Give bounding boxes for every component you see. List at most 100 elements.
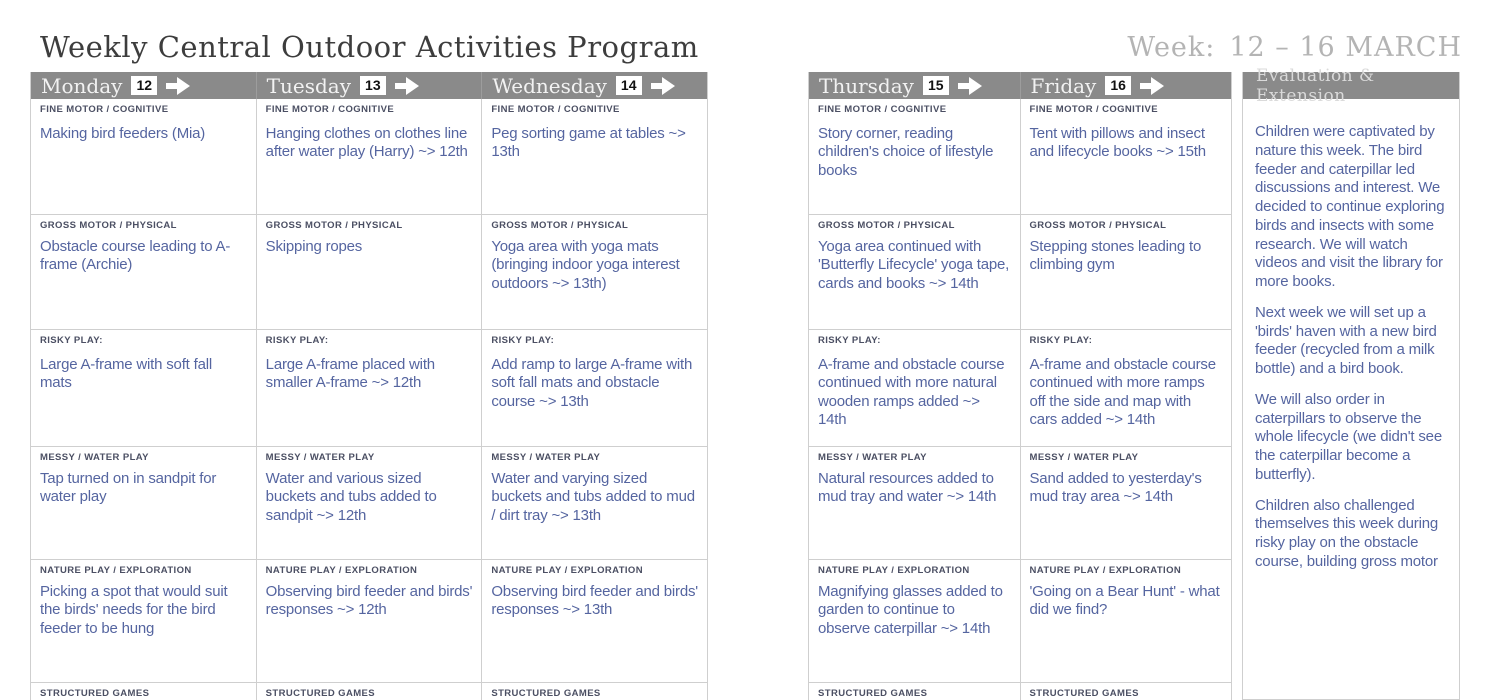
category-label: STRUCTURED GAMES — [818, 688, 928, 699]
day-column-tuesday: Tuesday 13 FINE MOTOR / COGNITIVE Hangin… — [255, 72, 482, 700]
cell-thursday-structured-games: STRUCTURED GAMES Parachute play continue… — [809, 683, 1020, 700]
category-label: NATURE PLAY / EXPLORATION — [818, 565, 970, 576]
category-label: NATURE PLAY / EXPLORATION — [40, 565, 192, 576]
cell-thursday-messy-water: MESSY / WATER PLAY Natural resources add… — [809, 447, 1020, 560]
week-label: Week: — [1127, 32, 1216, 63]
cell-wednesday-gross-motor: GROSS MOTOR / PHYSICAL Yoga area with yo… — [482, 215, 708, 330]
date-badge: 13 — [360, 76, 386, 95]
activity-text: 'Going on a Bear Hunt' - what did we fin… — [1029, 583, 1220, 619]
right-arrow-icon — [394, 76, 420, 95]
right-arrow-icon — [1139, 76, 1165, 95]
category-label: MESSY / WATER PLAY — [491, 452, 601, 463]
day-name: Thursday — [819, 73, 914, 98]
category-label: GROSS MOTOR / PHYSICAL — [265, 220, 403, 231]
activity-text: Hanging clothes on clothes line after wa… — [265, 125, 468, 161]
activity-text: A-frame and obstacle course continued wi… — [818, 356, 1005, 428]
activity-text: Natural resources added to mud tray and … — [818, 470, 997, 506]
category-label: MESSY / WATER PLAY — [265, 452, 375, 463]
date-badge: 12 — [131, 76, 158, 95]
cell-tuesday-fine-motor: FINE MOTOR / COGNITIVE Hanging clothes o… — [256, 99, 482, 215]
cell-wednesday-nature-play: NATURE PLAY / EXPLORATION Observing bird… — [482, 560, 708, 683]
right-arrow-icon — [650, 76, 676, 95]
day-column-thursday: Thursday 15 FINE MOTOR / COGNITIVE Story… — [809, 72, 1020, 700]
category-label: GROSS MOTOR / PHYSICAL — [491, 220, 629, 231]
cell-tuesday-gross-motor: GROSS MOTOR / PHYSICAL Skipping ropes — [256, 215, 482, 330]
activity-text: A-frame and obstacle course continued wi… — [1029, 356, 1217, 428]
right-arrow-icon — [957, 76, 983, 95]
activity-text: Yoga area continued with 'Butterfly Life… — [818, 238, 1010, 292]
day-header-wednesday: Wednesday 14 — [482, 72, 708, 99]
category-label: STRUCTURED GAMES — [40, 688, 150, 699]
activity-text: Picking a spot that would suit the birds… — [40, 583, 228, 637]
activity-text: Tent with pillows and insect and lifecyc… — [1029, 125, 1207, 161]
activity-text: Magnifying glasses added to garden to co… — [818, 583, 1003, 637]
evaluation-body: Children were captivated by nature this … — [1243, 99, 1459, 572]
cell-wednesday-structured-games: STRUCTURED GAMES Colour scavenger hunt — [482, 683, 707, 700]
category-label: STRUCTURED GAMES — [265, 688, 375, 699]
cell-friday-messy-water: MESSY / WATER PLAY Sand added to yesterd… — [1020, 447, 1231, 560]
category-label: FINE MOTOR / COGNITIVE — [40, 104, 169, 115]
category-label: FINE MOTOR / COGNITIVE — [1029, 104, 1158, 115]
activity-text: Story corner, reading children's choice … — [818, 125, 994, 179]
cell-friday-gross-motor: GROSS MOTOR / PHYSICAL Stepping stones l… — [1020, 215, 1231, 330]
activity-text: Stepping stones leading to climbing gym — [1029, 238, 1202, 274]
page-title: Weekly Central Outdoor Activities Progra… — [40, 30, 699, 64]
activity-text: Yoga area with yoga mats (bringing indoo… — [491, 238, 680, 292]
category-label: FINE MOTOR / COGNITIVE — [491, 104, 620, 115]
days-table-mon-wed: Monday 12 FINE MOTOR / COGNITIVE Making … — [30, 72, 708, 700]
cell-thursday-nature-play: NATURE PLAY / EXPLORATION Magnifying gla… — [809, 560, 1020, 683]
cell-wednesday-fine-motor: FINE MOTOR / COGNITIVE Peg sorting game … — [482, 99, 708, 215]
cell-friday-nature-play: NATURE PLAY / EXPLORATION 'Going on a Be… — [1020, 560, 1231, 683]
category-label: MESSY / WATER PLAY — [818, 452, 927, 463]
cell-monday-fine-motor: FINE MOTOR / COGNITIVE Making bird feede… — [31, 99, 256, 215]
day-name: Wednesday — [492, 73, 607, 98]
category-label: GROSS MOTOR / PHYSICAL — [1029, 220, 1167, 231]
category-label: MESSY / WATER PLAY — [1029, 452, 1139, 463]
category-label: NATURE PLAY / EXPLORATION — [491, 565, 643, 576]
category-label: STRUCTURED GAMES — [491, 688, 601, 699]
evaluation-paragraph: Children were captivated by nature this … — [1255, 123, 1445, 290]
cell-monday-structured-games: STRUCTURED GAMES Tunnel ball — [31, 683, 256, 700]
day-header-friday: Friday 16 — [1020, 72, 1231, 99]
category-label: NATURE PLAY / EXPLORATION — [265, 565, 418, 576]
day-header-monday: Monday 12 — [31, 72, 256, 99]
category-label: FINE MOTOR / COGNITIVE — [818, 104, 947, 115]
activity-text: Skipping ropes — [265, 238, 363, 255]
activity-text: Sand added to yesterday's mud tray area … — [1029, 470, 1202, 506]
date-badge: 15 — [922, 76, 949, 95]
day-column-monday: Monday 12 FINE MOTOR / COGNITIVE Making … — [31, 72, 256, 700]
cell-tuesday-structured-games: STRUCTURED GAMES Parachute and ball game… — [257, 683, 482, 700]
evaluation-paragraph: Next week we will set up a 'birds' haven… — [1255, 303, 1437, 377]
day-header-thursday: Thursday 15 — [809, 72, 1020, 99]
activity-text: Tap turned on in sandpit for water play — [40, 470, 217, 506]
cell-monday-gross-motor: GROSS MOTOR / PHYSICAL Obstacle course l… — [31, 215, 256, 330]
category-label: RISKY PLAY: — [1029, 335, 1093, 346]
evaluation-header: Evaluation & Extension — [1243, 66, 1459, 106]
category-label: NATURE PLAY / EXPLORATION — [1029, 565, 1182, 576]
category-label: FINE MOTOR / COGNITIVE — [265, 104, 395, 115]
activity-text: Large A-frame placed with smaller A-fram… — [265, 356, 435, 392]
cell-thursday-gross-motor: GROSS MOTOR / PHYSICAL Yoga area continu… — [809, 215, 1020, 330]
category-label: RISKY PLAY: — [40, 335, 103, 346]
category-label: RISKY PLAY: — [818, 335, 881, 346]
cell-thursday-fine-motor: FINE MOTOR / COGNITIVE Story corner, rea… — [809, 99, 1020, 215]
activity-text: Making bird feeders (Mia) — [40, 125, 206, 142]
category-label: GROSS MOTOR / PHYSICAL — [40, 220, 177, 231]
activity-text: Add ramp to large A-frame with soft fall… — [491, 356, 693, 410]
day-name: Tuesday — [266, 73, 352, 98]
day-name: Friday — [1030, 73, 1097, 98]
category-label: STRUCTURED GAMES — [1029, 688, 1139, 699]
activity-text: Observing bird feeder and birds' respons… — [491, 583, 698, 619]
category-label: GROSS MOTOR / PHYSICAL — [818, 220, 955, 231]
cell-wednesday-risky-play: RISKY PLAY: Add ramp to large A-frame wi… — [482, 330, 708, 447]
cell-monday-nature-play: NATURE PLAY / EXPLORATION Picking a spot… — [31, 560, 256, 683]
day-name: Monday — [41, 73, 123, 98]
cell-friday-fine-motor: FINE MOTOR / COGNITIVE Tent with pillows… — [1020, 99, 1231, 215]
day-column-wednesday: Wednesday 14 FINE MOTOR / COGNITIVE Peg … — [481, 72, 708, 700]
cell-wednesday-messy-water: MESSY / WATER PLAY Water and varying siz… — [482, 447, 708, 560]
cell-tuesday-risky-play: RISKY PLAY: Large A-frame placed with sm… — [256, 330, 482, 447]
category-label: RISKY PLAY: — [491, 335, 555, 346]
activity-text: Peg sorting game at tables ~> 13th — [491, 125, 686, 161]
cell-friday-risky-play: RISKY PLAY: A-frame and obstacle course … — [1020, 330, 1231, 447]
cell-thursday-risky-play: RISKY PLAY: A-frame and obstacle course … — [809, 330, 1020, 447]
